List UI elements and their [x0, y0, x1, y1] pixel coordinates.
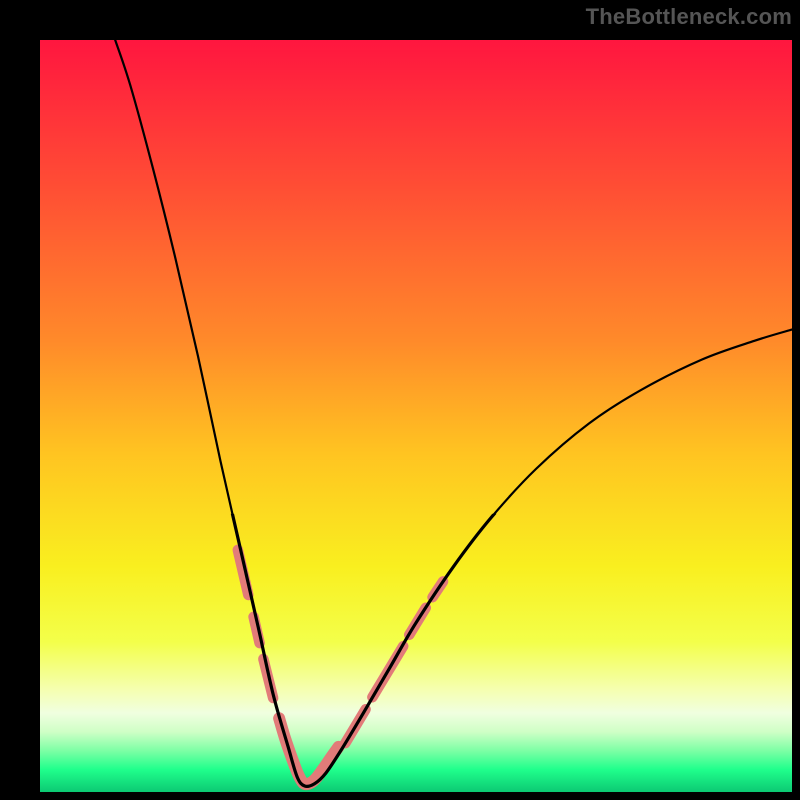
watermark-text: TheBottleneck.com [586, 4, 792, 30]
plot-area [40, 40, 792, 792]
plot-svg [40, 40, 792, 792]
chart-frame: TheBottleneck.com [0, 0, 800, 800]
gradient-background [40, 40, 792, 792]
